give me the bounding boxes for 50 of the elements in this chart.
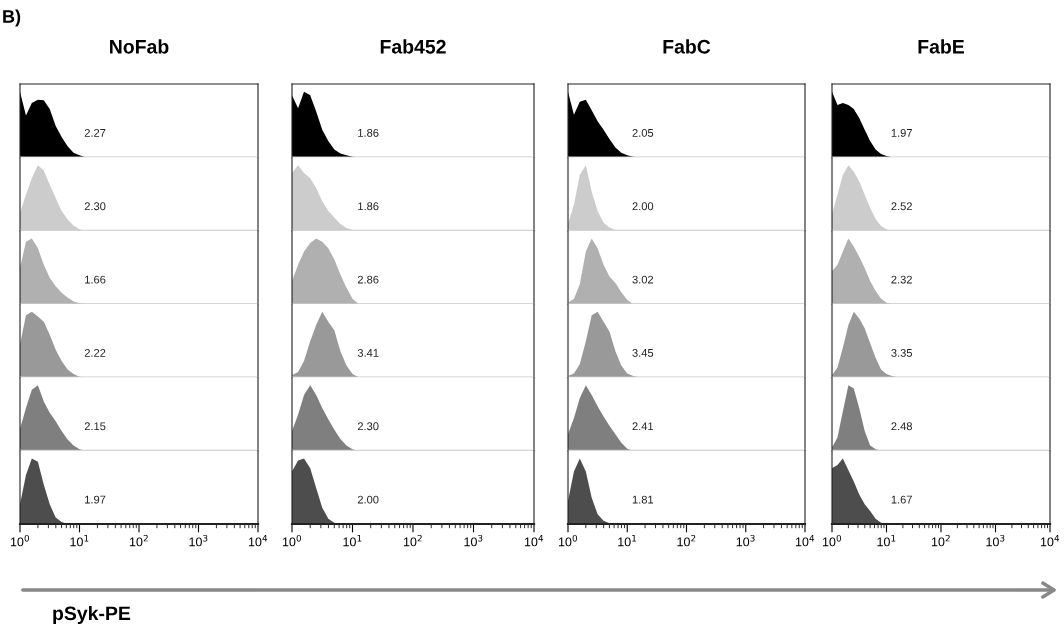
x-tick-label: 10$^{0}$: [10, 534, 30, 547]
annotation: 3.02: [632, 275, 654, 284]
x-tick-label: 10$^{2}$: [677, 534, 696, 547]
annotation: 1.97: [891, 128, 912, 137]
x-tick-label: 10$^{4}$: [248, 535, 268, 547]
annotation: 2.30: [84, 202, 106, 211]
annotation: 2.86: [357, 275, 379, 284]
annotation: 2.05: [632, 128, 654, 137]
annotation: 2.32: [891, 275, 912, 284]
annotation: 1.81: [632, 495, 654, 504]
x-tick-label: 10$^{3}$: [189, 534, 208, 547]
annotation: 2.41: [632, 422, 654, 431]
x-tick-label: 10$^{3}$: [464, 534, 483, 547]
text: B): [3, 9, 21, 27]
annotation: 1.66: [85, 275, 106, 284]
annotation: 2.52: [891, 202, 912, 211]
annotation: 3.45: [632, 348, 654, 357]
chart-title: Fab452: [380, 39, 446, 54]
chart-title: FabC: [663, 39, 711, 54]
annotation: 2.30: [357, 422, 379, 431]
annotation: 2.15: [84, 422, 106, 431]
x-tick-label: 10$^{1}$: [343, 535, 362, 547]
annotation: 2.00: [632, 202, 654, 211]
x-tick-label: 10$^{2}$: [931, 534, 950, 547]
annotation: 1.97: [85, 495, 106, 504]
x-tick-label: 10$^{3}$: [986, 534, 1005, 547]
x-tick-label: 10$^{1}$: [618, 535, 637, 547]
annotation: 1.86: [358, 128, 379, 137]
x-tick-label: 10$^{0}$: [282, 534, 302, 547]
annotation: 1.86: [358, 202, 379, 211]
annotation: 2.48: [891, 422, 912, 431]
x-tick-label: 10$^{1}$: [70, 535, 89, 547]
x-tick-label: 10$^{2}$: [403, 534, 422, 547]
x-tick-label: 10$^{4}$: [795, 535, 815, 547]
x-tick-label: 10$^{0}$: [822, 534, 842, 547]
annotation: 1.67: [891, 495, 912, 504]
annotation: 3.41: [357, 348, 379, 357]
annotation: 2.27: [84, 128, 106, 137]
x-tick-label: 10$^{1}$: [877, 535, 896, 547]
x-tick-label: 10$^{0}$: [558, 534, 578, 547]
chart-title: NoFab: [110, 39, 169, 54]
chart-title: FabE: [918, 39, 965, 54]
annotation: 2.00: [357, 495, 379, 504]
x-tick-label: 10$^{4}$: [524, 535, 544, 547]
x-axis-title: pSyk-PE: [53, 605, 131, 625]
x-tick-label: 10$^{2}$: [129, 534, 148, 547]
x-tick-label: 10$^{4}$: [1040, 535, 1060, 547]
x-tick-label: 10$^{3}$: [736, 534, 755, 547]
annotation: 3.35: [891, 348, 913, 357]
annotation: 2.22: [84, 348, 106, 357]
